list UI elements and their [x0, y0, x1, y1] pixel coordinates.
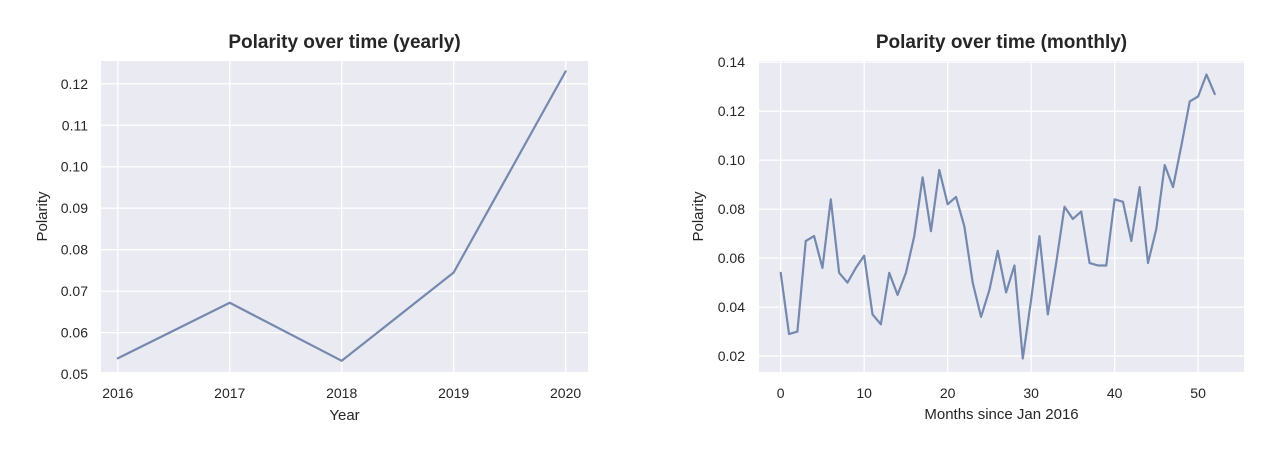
- x-tick-label: 50: [1190, 385, 1206, 401]
- y-tick-label: 0.09: [61, 200, 88, 216]
- x-tick-label: 30: [1023, 385, 1039, 401]
- plot-background: [759, 61, 1244, 372]
- x-tick-label: 10: [856, 385, 872, 401]
- y-tick-label: 0.14: [718, 54, 745, 70]
- x-tick-label: 40: [1107, 385, 1123, 401]
- chart-yearly: 2016 2017 2018 2019 2020 0.05 0.06 0.07 0.08 0.09…: [34, 32, 588, 424]
- x-tick-label: 2018: [326, 385, 357, 401]
- y-tick-label: 0.10: [61, 159, 88, 175]
- x-tick-label: 0: [777, 385, 785, 401]
- y-tick-label: 0.06: [61, 325, 88, 341]
- x-axis-label: Year: [329, 407, 359, 424]
- y-tick-label: 0.11: [62, 117, 88, 133]
- chart-title: Polarity over time (monthly): [876, 32, 1127, 53]
- x-tick-label: 2019: [438, 385, 469, 401]
- x-axis-label: Months since Jan 2016: [924, 406, 1078, 423]
- y-tick-label: 0.05: [61, 366, 88, 382]
- y-tick-label: 0.08: [718, 201, 745, 217]
- y-axis-label: Polarity: [34, 191, 51, 242]
- y-tick-label: 0.12: [718, 103, 745, 119]
- x-tick-label: 2017: [214, 385, 245, 401]
- y-tick-label: 0.04: [718, 299, 745, 315]
- chart-monthly: 0 10 20 30 40 50 0.02 0.04 0.06 0.08 0.10 0.12 0.14 P…: [690, 32, 1244, 423]
- chart-title: Polarity over time (yearly): [228, 32, 460, 53]
- x-tick-label: 2020: [550, 385, 581, 401]
- y-tick-label: 0.12: [61, 76, 88, 92]
- x-tick-label: 2016: [102, 385, 133, 401]
- y-tick-label: 0.02: [718, 348, 745, 364]
- y-axis-label: Polarity: [690, 191, 707, 242]
- y-tick-label: 0.08: [61, 242, 88, 258]
- x-tick-label: 20: [940, 385, 956, 401]
- y-tick-label: 0.07: [61, 283, 88, 299]
- plot-background: [101, 61, 588, 372]
- y-tick-label: 0.06: [718, 250, 745, 266]
- y-tick-label: 0.10: [718, 152, 745, 168]
